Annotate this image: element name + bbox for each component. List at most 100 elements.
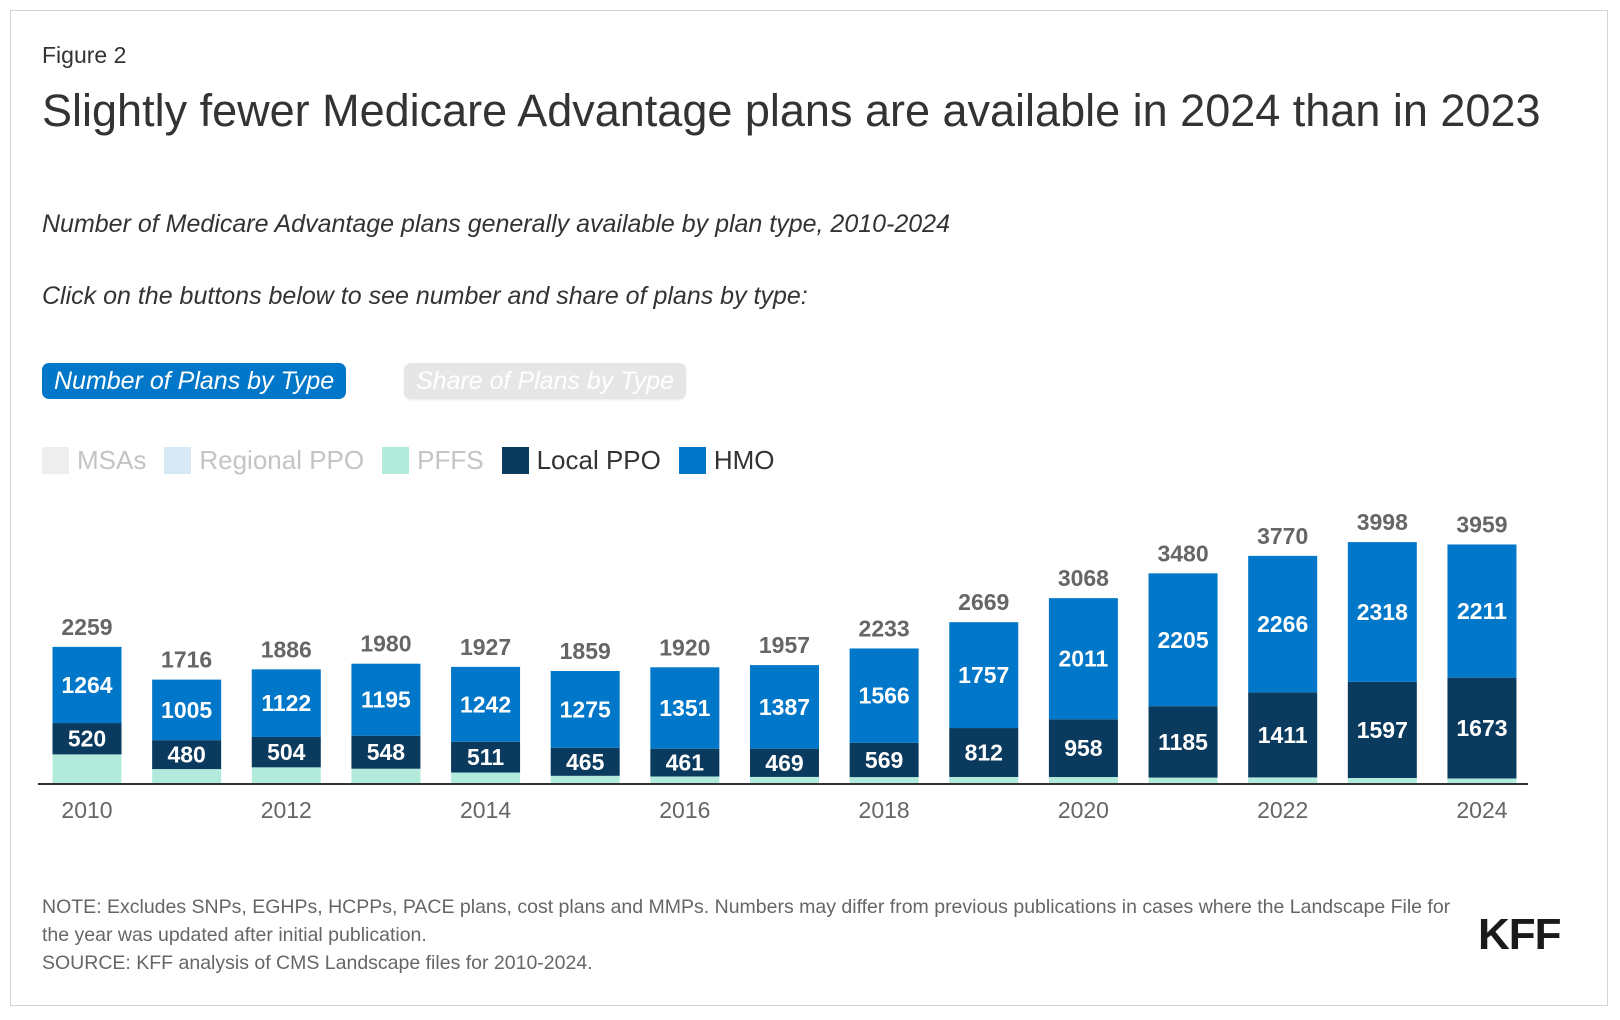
data-label-hmo-2021: 2205 <box>1157 627 1208 653</box>
legend-swatch <box>678 446 706 474</box>
total-label-2019: 2669 <box>958 589 1009 615</box>
chart-title: Slightly fewer Medicare Advantage plans … <box>42 85 1541 136</box>
chart-legend: MSAs Regional PPO PFFS Local PPO HMO <box>42 443 793 477</box>
legend-swatch <box>164 446 192 474</box>
data-label-hmo-2011: 1005 <box>161 697 212 723</box>
total-label-2020: 3068 <box>1058 565 1109 591</box>
data-label-local-ppo-2011: 480 <box>167 742 205 768</box>
bar-pffs-2012 <box>251 767 321 783</box>
data-label-local-ppo-2022: 1411 <box>1258 722 1308 748</box>
bar-pffs-2021 <box>1148 777 1218 783</box>
x-tick-label-2018: 2018 <box>859 797 910 823</box>
bar-local-ppo-2020 <box>1048 719 1118 778</box>
legend-swatch <box>501 446 529 474</box>
bar-local-ppo-2011 <box>152 740 222 770</box>
bar-pffs-2024 <box>1447 778 1517 783</box>
bar-hmo-2014 <box>451 666 521 742</box>
bar-pffs-2018 <box>849 777 919 783</box>
footnote: NOTE: Excludes SNPs, EGHPs, HCPPs, PACE … <box>42 893 1462 977</box>
chart-subtitle: Number of Medicare Advantage plans gener… <box>42 210 950 238</box>
data-label-local-ppo-2010: 520 <box>68 726 106 752</box>
data-label-hmo-2013: 1195 <box>361 687 411 713</box>
bar-local-ppo-2021 <box>1148 706 1218 778</box>
data-label-local-ppo-2019: 812 <box>965 740 1003 766</box>
data-label-hmo-2023: 2318 <box>1357 599 1408 625</box>
share-of-plans-button[interactable]: Share of Plans by Type <box>404 363 687 399</box>
bar-hmo-2011 <box>152 679 222 741</box>
total-label-2016: 1920 <box>659 634 710 660</box>
x-tick-label-2012: 2012 <box>261 797 312 823</box>
bar-local-ppo-2015 <box>550 747 620 776</box>
data-label-hmo-2018: 1566 <box>859 683 910 709</box>
number-of-plans-button[interactable]: Number of Plans by Type <box>42 363 347 399</box>
bar-local-ppo-2023 <box>1347 681 1417 778</box>
total-label-2021: 3480 <box>1157 540 1208 566</box>
total-label-2017: 1957 <box>759 632 810 658</box>
bar-local-ppo-2024 <box>1447 677 1517 779</box>
legend-label: Regional PPO <box>199 444 365 475</box>
bar-hmo-2015 <box>550 670 620 748</box>
bar-local-ppo-2017 <box>749 748 819 777</box>
bar-pffs-2023 <box>1347 777 1417 783</box>
bar-pffs-2011 <box>152 769 222 783</box>
bar-local-ppo-2012 <box>251 736 321 768</box>
x-tick-label-2022: 2022 <box>1257 797 1308 823</box>
x-tick-label-2024: 2024 <box>1456 797 1507 823</box>
bar-hmo-2022 <box>1248 555 1318 693</box>
data-label-local-ppo-2020: 958 <box>1064 735 1103 761</box>
data-label-hmo-2014: 1242 <box>460 691 511 717</box>
bar-pffs-2010 <box>52 754 122 783</box>
bar-hmo-2016 <box>650 667 720 749</box>
data-label-local-ppo-2024: 1673 <box>1456 715 1507 741</box>
data-label-hmo-2022: 2266 <box>1257 611 1308 637</box>
legend-label: PFFS <box>417 444 484 475</box>
legend-item-local-ppo[interactable]: Local PPO <box>501 445 661 476</box>
bar-local-ppo-2018 <box>849 742 919 778</box>
legend-item-msas[interactable]: MSAs <box>42 445 146 476</box>
data-label-hmo-2024: 2211 <box>1457 598 1507 624</box>
bar-hmo-2023 <box>1347 542 1417 682</box>
x-tick-label-2014: 2014 <box>460 797 511 823</box>
data-label-hmo-2017: 1387 <box>759 694 810 720</box>
bar-hmo-2018 <box>849 648 919 743</box>
bar-local-ppo-2022 <box>1248 692 1318 778</box>
total-label-2010: 2259 <box>61 614 112 640</box>
bar-pffs-2019 <box>949 776 1019 783</box>
total-label-2023: 3998 <box>1357 509 1408 535</box>
data-label-local-ppo-2017: 469 <box>765 750 803 776</box>
legend-item-hmo[interactable]: HMO <box>678 445 775 476</box>
data-label-local-ppo-2015: 465 <box>566 749 605 775</box>
source-text: SOURCE: KFF analysis of CMS Landscape fi… <box>42 952 593 974</box>
x-tick-label-2016: 2016 <box>659 797 710 823</box>
bar-hmo-2010 <box>52 646 122 724</box>
bar-pffs-2014 <box>451 772 521 783</box>
bar-pffs-2022 <box>1248 777 1318 783</box>
bar-hmo-2020 <box>1048 598 1118 720</box>
legend-item-pffs[interactable]: PFFS <box>382 444 484 476</box>
data-label-hmo-2015: 1275 <box>560 696 611 722</box>
bar-hmo-2024 <box>1447 544 1517 678</box>
figure-label: Figure 2 <box>42 42 127 68</box>
legend-item-regional-ppo[interactable]: Regional PPO <box>164 445 364 476</box>
data-label-hmo-2012: 1122 <box>261 690 311 716</box>
stacked-bar-chart: 520 1264 2259 2010 480 1005 1716 504 1122 1886 201… <box>38 509 1528 823</box>
bar-hmo-2017 <box>749 665 819 749</box>
data-label-hmo-2016: 1351 <box>659 695 710 721</box>
data-label-local-ppo-2018: 569 <box>865 747 903 773</box>
bar-local-ppo-2010 <box>52 723 122 755</box>
bar-pffs-2015 <box>550 775 620 783</box>
x-tick-label-2020: 2020 <box>1058 797 1109 823</box>
kff-logo: KFF <box>1478 910 1562 959</box>
figure-frame <box>10 10 1608 1006</box>
bar-pffs-2013 <box>351 768 421 783</box>
data-label-hmo-2020: 2011 <box>1058 646 1108 672</box>
bar-hmo-2019 <box>949 622 1019 729</box>
data-label-hmo-2010: 1264 <box>61 672 112 698</box>
data-label-local-ppo-2014: 511 <box>467 744 504 770</box>
bar-local-ppo-2019 <box>949 728 1019 777</box>
bar-pffs-2017 <box>749 776 819 783</box>
legend-swatch <box>382 446 410 474</box>
total-label-2011: 1716 <box>161 647 212 673</box>
total-label-2015: 1859 <box>560 638 611 664</box>
data-label-local-ppo-2021: 1185 <box>1158 729 1208 755</box>
